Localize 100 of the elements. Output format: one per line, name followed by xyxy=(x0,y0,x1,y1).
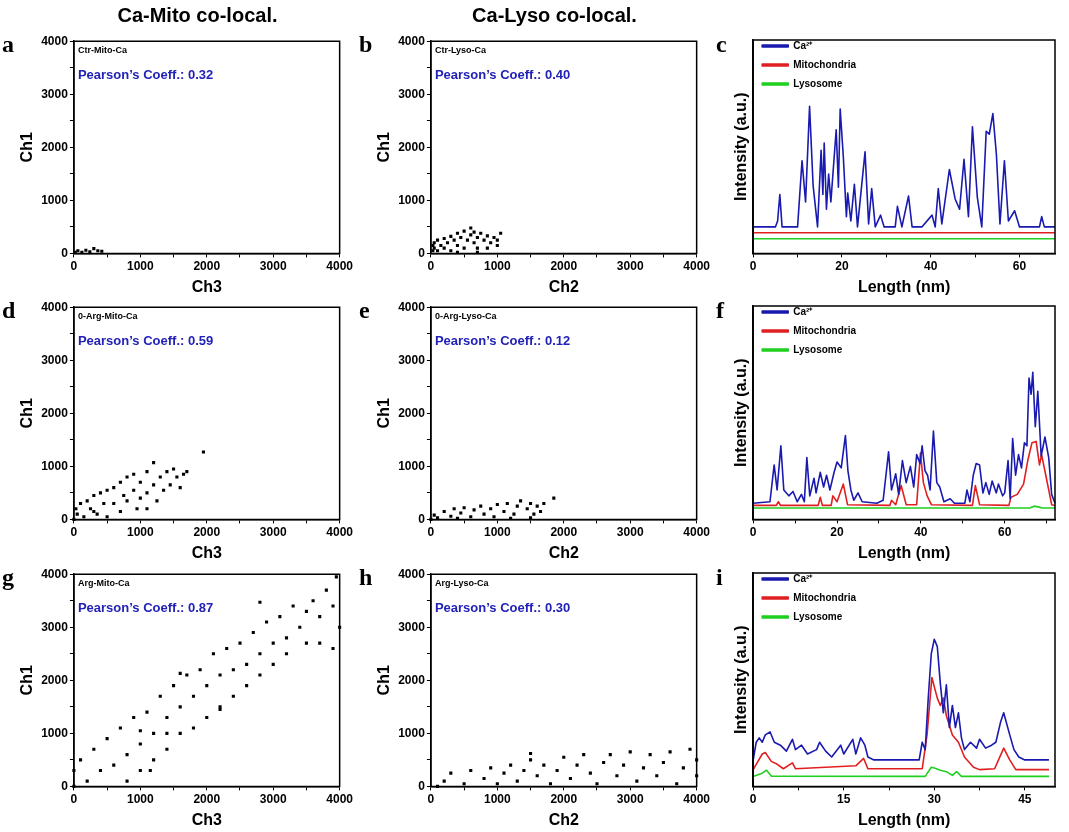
x-tick-label: 4000 xyxy=(326,791,354,806)
x-tick-label: 0 xyxy=(749,524,757,539)
point xyxy=(462,506,466,510)
point xyxy=(529,751,533,756)
point xyxy=(459,235,463,240)
point xyxy=(92,509,96,513)
point xyxy=(152,483,156,487)
y-tick-label: 3000 xyxy=(41,86,69,101)
point xyxy=(529,501,533,506)
point xyxy=(435,516,440,520)
point xyxy=(178,486,182,490)
x-tick-label: 0 xyxy=(749,258,757,273)
point xyxy=(459,511,463,515)
point xyxy=(519,499,523,503)
point xyxy=(162,488,166,492)
point xyxy=(608,753,612,757)
text: a xyxy=(2,31,14,58)
y-tick-label: 1000 xyxy=(41,192,69,207)
point xyxy=(482,512,486,516)
point xyxy=(462,782,466,786)
point xyxy=(112,501,116,506)
y-tick-label: 4000 xyxy=(398,33,426,48)
point xyxy=(145,491,149,495)
point xyxy=(469,768,473,773)
point xyxy=(435,249,440,253)
point xyxy=(489,241,493,245)
point xyxy=(465,238,469,242)
point xyxy=(135,507,139,511)
x-axis-title: Length (nm) xyxy=(857,810,951,828)
x-tick-label: 4000 xyxy=(683,791,711,806)
point xyxy=(485,234,489,238)
y-tick-label: 1000 xyxy=(398,458,426,473)
point xyxy=(495,238,499,242)
point xyxy=(502,509,506,513)
legend-label: Ca²⁺ xyxy=(793,39,814,51)
point xyxy=(442,509,446,513)
y-tick-label: 4000 xyxy=(398,566,426,581)
y-tick-label: 2000 xyxy=(41,139,69,154)
point xyxy=(172,467,176,471)
text: g xyxy=(2,564,14,591)
x-tick-label: 2000 xyxy=(193,524,221,539)
text: e xyxy=(359,297,370,324)
y-tick-label: 0 xyxy=(418,511,426,526)
y-axis-title: Intensity (a.u.) xyxy=(732,625,750,734)
x-tick-label: 20 xyxy=(835,258,849,273)
y-tick-label: 3000 xyxy=(398,619,426,634)
point xyxy=(675,782,679,786)
point xyxy=(452,507,456,511)
annotation: Pearson’s Coeff.: 0.30 xyxy=(434,600,571,616)
x-tick-label: 2000 xyxy=(193,791,221,806)
y-tick-label: 4000 xyxy=(41,566,69,581)
y-tick-label: 0 xyxy=(61,778,69,793)
point xyxy=(445,241,450,245)
point xyxy=(469,233,473,237)
x-axis-title: Ch3 xyxy=(191,810,222,828)
point xyxy=(482,238,486,242)
point xyxy=(681,766,685,770)
legend-label: Lysosome xyxy=(793,610,843,622)
y-tick-label: 3000 xyxy=(398,86,426,101)
legend-label: Mitochondria xyxy=(793,591,857,603)
point xyxy=(479,504,483,508)
point xyxy=(492,235,496,240)
point xyxy=(472,230,476,234)
x-tick-label: 1000 xyxy=(483,524,511,539)
point xyxy=(475,235,479,240)
point xyxy=(615,774,619,778)
point xyxy=(635,779,639,783)
x-axis-title: Ch2 xyxy=(548,277,579,295)
point xyxy=(152,461,156,465)
y-tick-label: 4000 xyxy=(398,299,426,314)
point xyxy=(442,779,446,783)
x-tick-label: 3000 xyxy=(616,791,644,806)
x-tick-label: 20 xyxy=(830,524,845,539)
point xyxy=(475,246,479,250)
point xyxy=(92,493,96,498)
x-tick-label: 1000 xyxy=(126,791,154,806)
x-tick-label: 30 xyxy=(927,791,942,806)
annotation: Ctr-Mito-Ca xyxy=(77,45,128,56)
y-tick-label: 2000 xyxy=(41,672,69,687)
point xyxy=(201,450,206,454)
point xyxy=(622,763,626,767)
x-axis-title: Ch3 xyxy=(191,277,222,295)
point xyxy=(439,243,443,247)
legend-label: Mitochondria xyxy=(793,58,857,70)
point xyxy=(88,507,93,511)
annotation: 0-Arg-Mito-Ca xyxy=(77,311,139,322)
point xyxy=(529,516,533,520)
point xyxy=(588,771,592,775)
x-tick-label: 3000 xyxy=(616,524,644,539)
point xyxy=(78,501,83,506)
point xyxy=(469,515,473,519)
y-axis-title: Ch1 xyxy=(375,398,393,429)
y-tick-label: 0 xyxy=(418,778,426,793)
point xyxy=(489,507,493,511)
point xyxy=(562,755,566,759)
point xyxy=(132,472,136,476)
text: b xyxy=(359,31,373,58)
x-tick-label: 45 xyxy=(1018,791,1032,806)
y-tick-label: 0 xyxy=(61,511,69,526)
point xyxy=(482,776,486,780)
